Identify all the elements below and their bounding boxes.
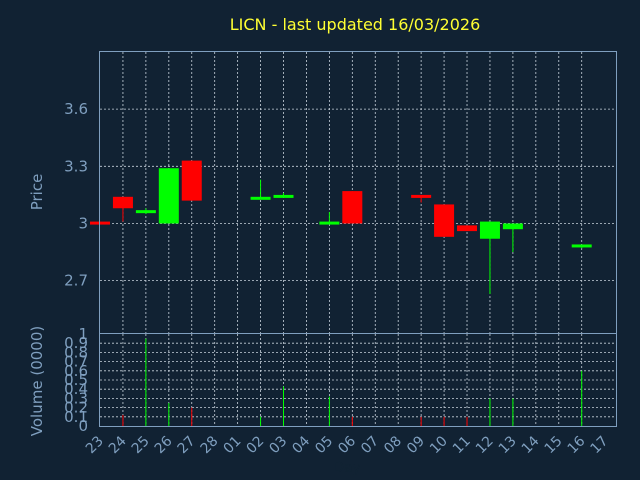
candle-body (273, 194, 294, 198)
x-tick-labels: 23 24 25 26 27 28 01 02 03 04 05 06 07 08 09 10 11 12 13 14… (83, 433, 612, 457)
volume-y-tick-label: 1 (78, 325, 88, 343)
x-tick-label: 13 (496, 433, 520, 457)
x-tick-label: 17 (588, 433, 612, 457)
volume-y-tick-label: 0.2 (64, 399, 88, 417)
candle-body (457, 225, 478, 232)
x-tick-label: 28 (198, 433, 222, 457)
volume-y-tick-label: 0.4 (64, 380, 88, 398)
x-tick-label: 12 (473, 433, 497, 457)
volume-y-tick-label: 0.8 (64, 343, 88, 361)
price-y-tick-label: 3 (78, 214, 88, 232)
price-y-tick-label: 3.3 (64, 157, 88, 175)
candle-body (342, 191, 363, 224)
candle-body (135, 210, 156, 214)
x-tick-label: 10 (427, 433, 451, 457)
x-tick-label: 09 (404, 433, 428, 457)
price-axis-label: Price (28, 174, 46, 211)
candle-body (502, 223, 523, 230)
volume-y-tick-labels: 00.10.20.30.40.50.60.70.80.91 (64, 325, 88, 435)
x-tick-label: 04 (289, 433, 313, 457)
x-tick-label: 01 (221, 433, 245, 457)
candle-body (434, 204, 455, 237)
volume-y-tick-label: 0.5 (64, 371, 88, 389)
candle-body (250, 196, 271, 200)
x-tick-label: 24 (106, 433, 130, 457)
volume-y-tick-label: 0.7 (64, 353, 88, 371)
x-tick-label: 02 (243, 433, 267, 457)
volume-axis-label: Volume (0000) (28, 326, 46, 436)
price-y-tick-label: 2.7 (64, 272, 88, 290)
x-axis-label: Day (333, 460, 361, 476)
x-tick-label: 25 (129, 433, 153, 457)
x-tick-label: 23 (83, 433, 107, 457)
candle-body (479, 221, 500, 239)
volume-bars (122, 338, 583, 426)
x-tick-label: 11 (450, 433, 474, 457)
price-y-tick-labels: 2.7 3 3.3 3.6 (64, 100, 88, 289)
candle-body (571, 244, 592, 248)
x-tick-label: 16 (565, 433, 589, 457)
x-tick-label: 05 (312, 433, 336, 457)
x-tick-label: 26 (152, 433, 176, 457)
candles (90, 160, 592, 294)
volume-y-tick-label: 0.1 (64, 408, 88, 426)
candle-body (158, 168, 179, 224)
x-tick-label: 03 (266, 433, 290, 457)
x-tick-label: 15 (542, 433, 566, 457)
volume-y-tick-label: 0 (78, 417, 88, 435)
volume-y-tick-label: 0.3 (64, 389, 88, 407)
candle-body (181, 160, 202, 201)
candle-body (411, 194, 432, 198)
volume-y-tick-label: 0.9 (64, 334, 88, 352)
candle-body (319, 221, 340, 225)
x-tick-label: 08 (381, 433, 405, 457)
x-tick-label: 27 (175, 433, 199, 457)
x-tick-label: 07 (358, 433, 382, 457)
x-tick-label: 06 (335, 433, 359, 457)
volume-plot-frame (99, 333, 617, 427)
x-tick-label: 14 (519, 433, 543, 457)
chart-title: LICN - last updated 16/03/2026 (230, 15, 481, 34)
candle-body (112, 196, 133, 209)
volume-gridlines (100, 334, 616, 426)
volume-y-tick-label: 0.6 (64, 362, 88, 380)
price-y-tick-label: 3.6 (64, 100, 88, 118)
